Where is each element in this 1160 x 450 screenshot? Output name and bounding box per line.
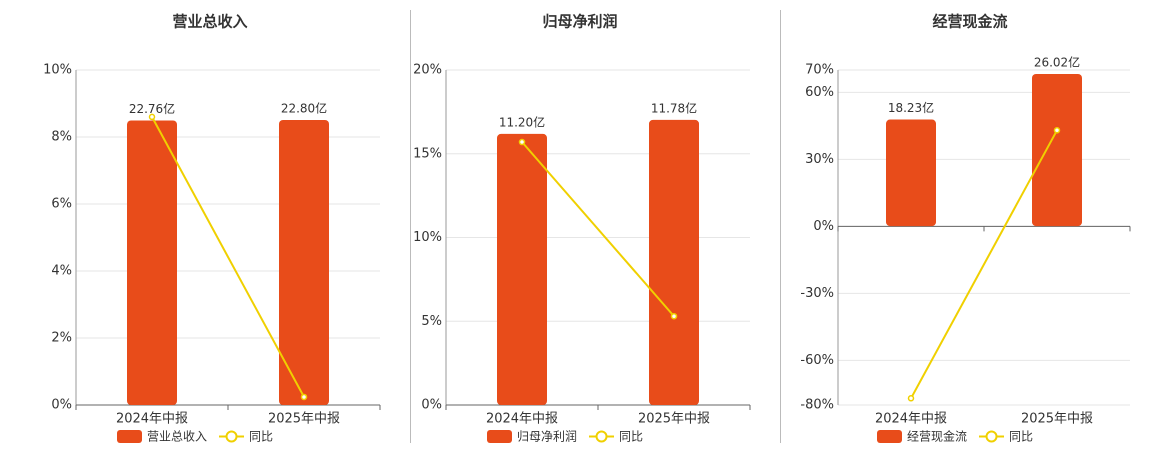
x-tick-label: 2024年中报 — [486, 412, 558, 427]
legend-label: 营业总收入 — [147, 430, 207, 444]
line — [151, 116, 305, 398]
legend-swatch — [877, 430, 902, 443]
y-tick-label: 0% — [51, 398, 72, 413]
y-tick-label: 60% — [805, 85, 834, 100]
legend-swatch — [225, 430, 238, 443]
y-tick-label: 5% — [421, 314, 442, 329]
line — [910, 129, 1058, 399]
legend-swatch — [595, 430, 608, 443]
legend-swatch — [117, 430, 142, 443]
y-tick-label: 10% — [43, 63, 72, 78]
legend-swatch — [985, 430, 998, 443]
legend-label: 同比 — [619, 430, 643, 444]
bar — [649, 119, 699, 405]
bar — [1032, 73, 1082, 227]
line-point — [670, 312, 678, 320]
y-tick-label: -60% — [800, 353, 834, 368]
value-label: 22.80亿 — [281, 101, 327, 116]
y-tick-label: 30% — [805, 152, 834, 167]
legend-label: 同比 — [1009, 430, 1033, 444]
legend-label: 同比 — [249, 430, 273, 444]
y-tick-label: 15% — [413, 146, 442, 161]
chart-title: 营业总收入 — [172, 13, 247, 31]
line-point — [907, 395, 915, 402]
x-tick-label: 2024年中报 — [116, 412, 188, 427]
legend-label: 经营现金流 — [907, 429, 967, 444]
y-tick-label: 4% — [51, 264, 72, 279]
bar — [497, 133, 547, 405]
y-tick-label: 6% — [51, 197, 72, 212]
chart-title: 经营现金流 — [932, 13, 1007, 31]
bar — [279, 120, 329, 405]
y-tick-label: -80% — [800, 398, 834, 413]
y-tick-label: 0% — [421, 398, 442, 413]
y-tick-label: 0% — [813, 219, 834, 234]
x-tick-label: 2025年中报 — [1021, 412, 1093, 427]
bar — [127, 120, 177, 405]
legend-swatch — [487, 430, 512, 443]
chart-title: 归母净利润 — [542, 13, 617, 31]
value-label: 18.23亿 — [888, 100, 934, 115]
value-label: 11.20亿 — [499, 114, 545, 129]
line-point — [518, 138, 526, 146]
line-point — [148, 113, 156, 121]
line-point — [1053, 127, 1061, 134]
x-tick-label: 2025年中报 — [268, 412, 340, 427]
bar — [886, 119, 936, 227]
line — [521, 141, 675, 317]
y-tick-label: -30% — [800, 286, 834, 301]
y-tick-label: 2% — [51, 331, 72, 346]
x-tick-label: 2024年中报 — [875, 412, 947, 427]
x-tick-label: 2025年中报 — [638, 412, 710, 427]
y-tick-label: 20% — [413, 63, 442, 78]
y-tick-label: 70% — [805, 63, 834, 78]
value-label: 11.78亿 — [651, 100, 697, 115]
legend-label: 归母净利润 — [517, 430, 577, 444]
y-tick-label: 10% — [413, 230, 442, 245]
value-label: 22.76亿 — [129, 101, 175, 116]
value-label: 26.02亿 — [1034, 54, 1080, 69]
y-tick-label: 8% — [51, 130, 72, 145]
line-point — [300, 393, 308, 401]
